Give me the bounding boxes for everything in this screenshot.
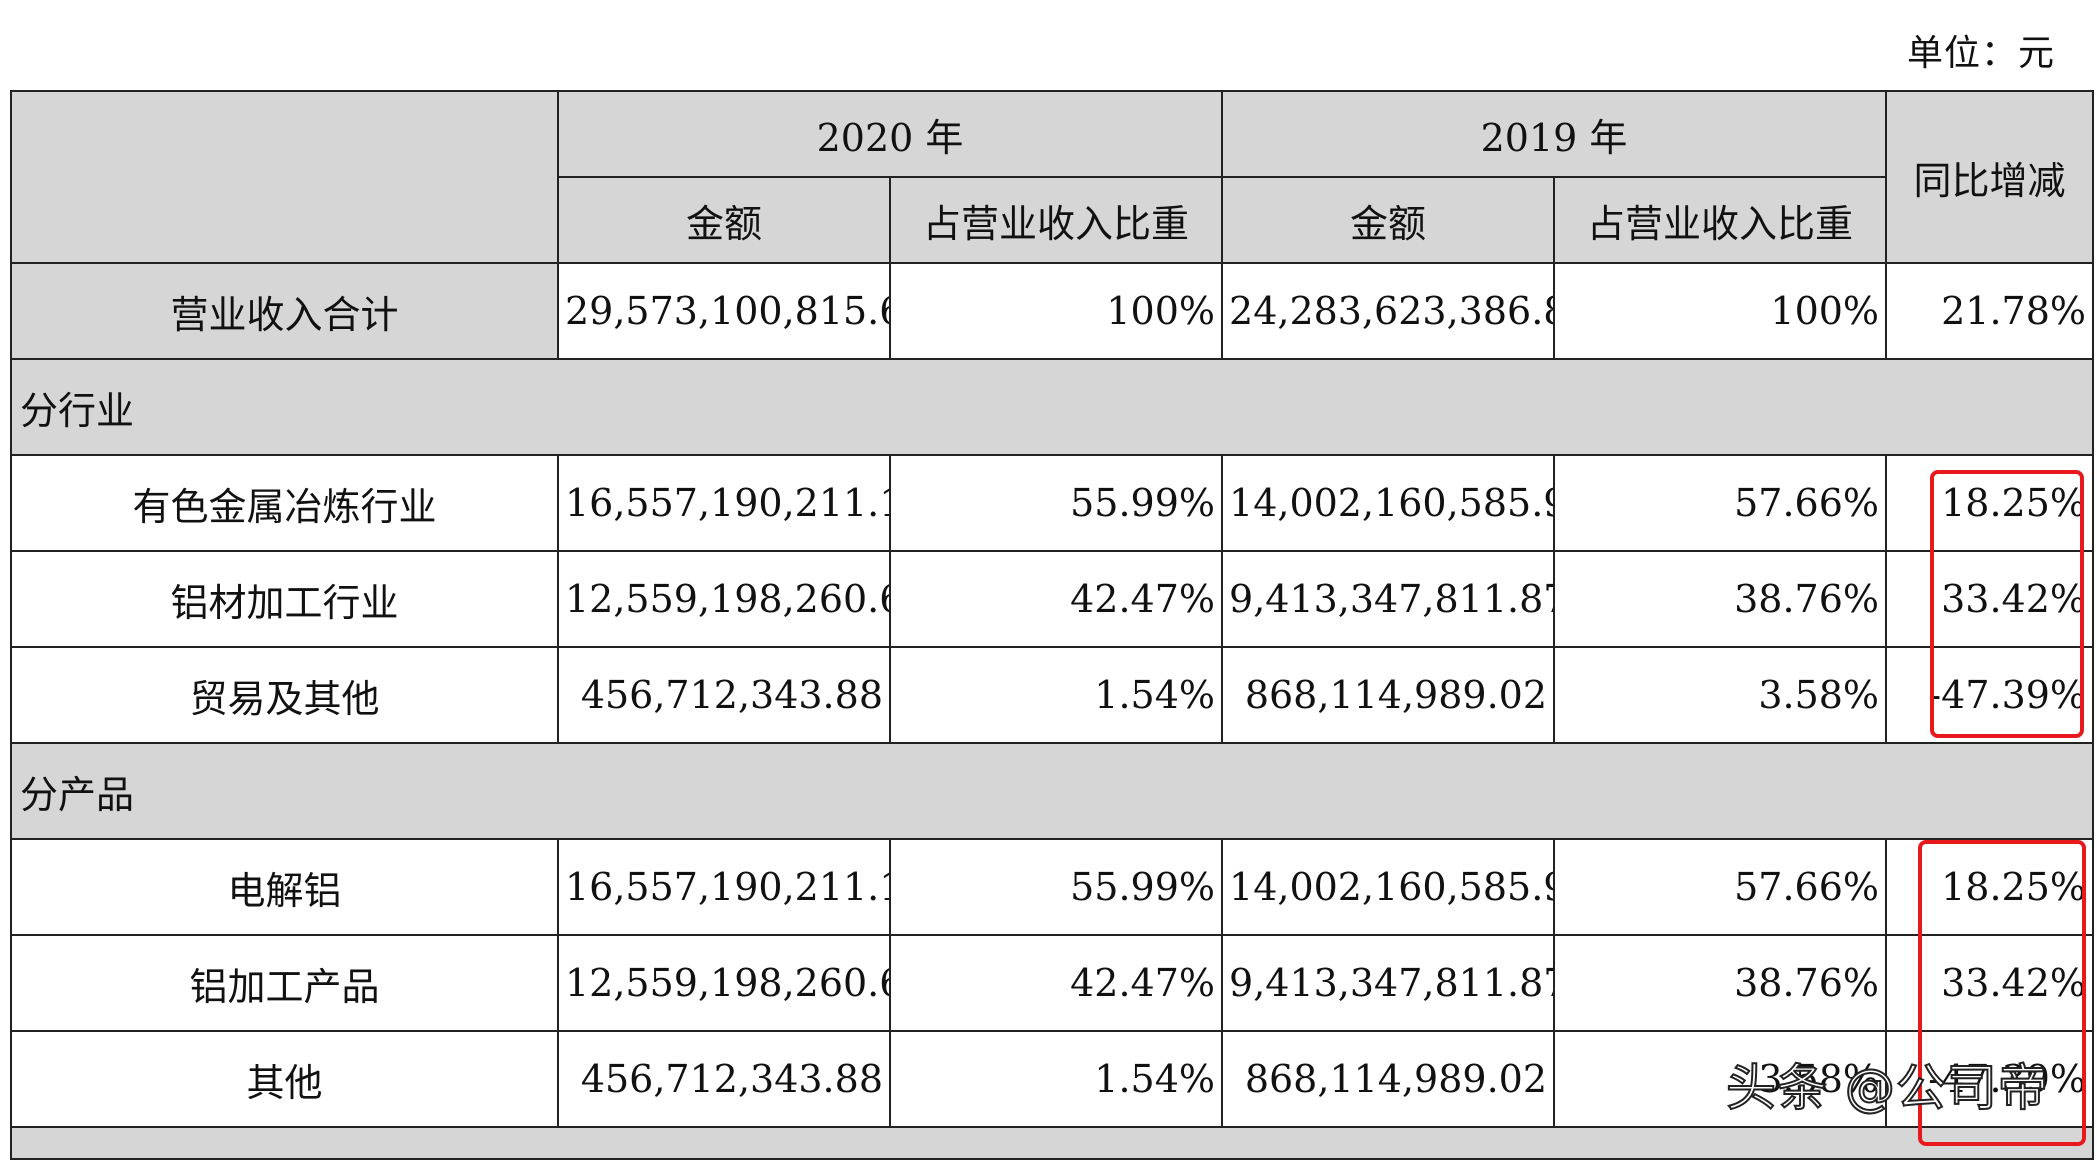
total-yoy: 21.78% xyxy=(1885,262,2095,360)
section-title: 分行业 xyxy=(9,358,2095,456)
ratio-2020: 42.47% xyxy=(888,550,1224,648)
partial-section-cell xyxy=(9,1126,2095,1160)
ratio-2019: 57.66% xyxy=(1553,454,1888,552)
row-label: 电解铝 xyxy=(10,838,559,936)
header-year-2020: 2020 年 xyxy=(556,90,1224,178)
amount-2019: 14,002,160,585.98 xyxy=(1221,454,1556,552)
table-row: 电解铝 16,557,190,211.11 55.99% 14,002,160,… xyxy=(10,838,2095,936)
amount-2019: 9,413,347,811.87 xyxy=(1221,550,1556,648)
row-label: 贸易及其他 xyxy=(10,646,559,744)
revenue-table: 2020 年 2019 年 同比增减 金额 占营业收入比重 金额 占营业收入比重… xyxy=(9,90,2095,1160)
total-ratio-2020: 100% xyxy=(888,262,1224,360)
amount-2020: 12,559,198,260.62 xyxy=(557,550,891,648)
ratio-2019: 38.76% xyxy=(1553,550,1888,648)
revenue-table-container: 2020 年 2019 年 同比增减 金额 占营业收入比重 金额 占营业收入比重… xyxy=(9,90,2095,1160)
ratio-2019: 3.58% xyxy=(1553,1030,1888,1128)
header-row-years: 2020 年 2019 年 同比增减 xyxy=(10,90,2095,264)
table-row: 贸易及其他 456,712,343.88 1.54% 868,114,989.0… xyxy=(10,646,2095,744)
header-corner-cell xyxy=(10,90,559,264)
row-label: 有色金属冶炼行业 xyxy=(10,454,559,552)
amount-2020: 456,712,343.88 xyxy=(557,646,891,744)
ratio-2019: 3.58% xyxy=(1553,646,1888,744)
ratio-2020: 1.54% xyxy=(888,646,1224,744)
amount-2020: 16,557,190,211.11 xyxy=(557,454,891,552)
ratio-2019: 57.66% xyxy=(1553,838,1888,936)
amount-2019: 868,114,989.02 xyxy=(1221,1030,1556,1128)
table-row: 其他 456,712,343.88 1.54% 868,114,989.02 3… xyxy=(10,1030,2095,1128)
section-row-industry: 分行业 xyxy=(9,358,2095,456)
total-row: 营业收入合计 29,573,100,815.61 100% 24,283,623… xyxy=(10,262,2095,360)
header-ratio-2020: 占营业收入比重 xyxy=(888,176,1224,264)
amount-2020: 16,557,190,211.11 xyxy=(557,838,891,936)
total-ratio-2019: 100% xyxy=(1553,262,1888,360)
ratio-2019: 38.76% xyxy=(1553,934,1888,1032)
row-label: 铝材加工行业 xyxy=(10,550,559,648)
total-amount-2020: 29,573,100,815.61 xyxy=(557,262,891,360)
header-amount-2020: 金额 xyxy=(557,176,891,264)
ratio-2020: 42.47% xyxy=(888,934,1224,1032)
header-amount-2019: 金额 xyxy=(1221,176,1556,264)
watermark-text: 头条 @公司帝 xyxy=(1725,1058,2049,1118)
amount-2019: 868,114,989.02 xyxy=(1221,646,1556,744)
header-year-2019: 2019 年 xyxy=(1221,90,1888,178)
total-amount-2019: 24,283,623,386.87 xyxy=(1221,262,1556,360)
row-label: 铝加工产品 xyxy=(10,934,559,1032)
ratio-2020: 1.54% xyxy=(888,1030,1224,1128)
highlight-box-industry-yoy xyxy=(1930,470,2084,738)
yoy-change: -47.39% xyxy=(1885,646,2095,744)
row-label: 其他 xyxy=(10,1030,559,1128)
section-row-product: 分产品 xyxy=(9,742,2095,840)
ratio-2020: 55.99% xyxy=(888,454,1224,552)
section-title: 分产品 xyxy=(9,742,2095,840)
amount-2019: 14,002,160,585.98 xyxy=(1221,838,1556,936)
yoy-change: 33.42% xyxy=(1885,550,2095,648)
header-row-columns: 金额 占营业收入比重 金额 占营业收入比重 xyxy=(11,176,2093,264)
table-row: 有色金属冶炼行业 16,557,190,211.11 55.99% 14,002… xyxy=(10,454,2095,552)
header-yoy: 同比增减 xyxy=(1885,90,2095,264)
table-row: 铝材加工行业 12,559,198,260.62 42.47% 9,413,34… xyxy=(10,550,2095,648)
amount-2020: 456,712,343.88 xyxy=(557,1030,891,1128)
header-ratio-2019: 占营业收入比重 xyxy=(1553,176,1888,264)
table-row: 铝加工产品 12,559,198,260.62 42.47% 9,413,347… xyxy=(10,934,2095,1032)
ratio-2020: 55.99% xyxy=(888,838,1224,936)
amount-2019: 9,413,347,811.87 xyxy=(1221,934,1556,1032)
total-label: 营业收入合计 xyxy=(10,262,559,360)
next-section-row-partial xyxy=(9,1126,2095,1160)
highlight-box-product-yoy xyxy=(1918,840,2086,1146)
amount-2020: 12,559,198,260.62 xyxy=(557,934,891,1032)
unit-label: 单位：元 xyxy=(1906,33,2055,74)
